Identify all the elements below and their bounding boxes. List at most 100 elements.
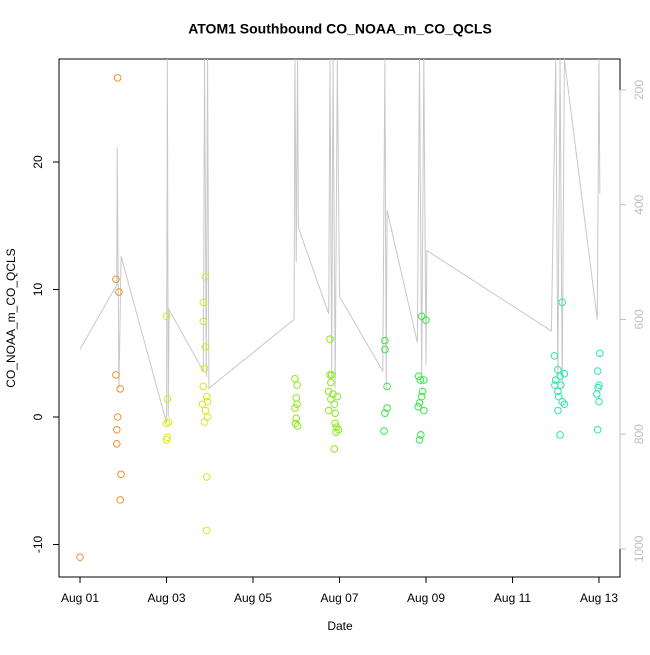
- data-point: [558, 397, 567, 406]
- data-point: [551, 376, 560, 384]
- data-point: [331, 409, 339, 417]
- y-tick-label: 20: [31, 155, 45, 169]
- data-point: [595, 397, 603, 406]
- data-point: [199, 382, 208, 391]
- data-point: [162, 436, 171, 444]
- data-point: [381, 336, 389, 345]
- data-point: [554, 406, 562, 415]
- data-point: [593, 425, 602, 434]
- data-point: [117, 470, 125, 479]
- data-point: [199, 298, 208, 307]
- data-point: [593, 367, 602, 375]
- data-point: [560, 400, 569, 409]
- data-point: [163, 395, 172, 403]
- data-point: [112, 425, 121, 434]
- data-point: [327, 395, 335, 403]
- data-point: [324, 387, 333, 396]
- data-point: [415, 399, 424, 407]
- data-point: [201, 272, 210, 281]
- y-tick-label: 0: [31, 413, 45, 420]
- data-point: [113, 74, 122, 82]
- data-point: [381, 345, 389, 354]
- data-point: [113, 413, 122, 421]
- data-point: [324, 406, 333, 415]
- data-point: [593, 390, 601, 398]
- data-point: [556, 372, 564, 381]
- y2-tick-label: 800: [632, 424, 646, 444]
- data-point: [327, 378, 335, 387]
- data-point: [415, 436, 424, 444]
- data-point: [76, 553, 84, 562]
- data-point: [202, 473, 211, 481]
- x-tick-label: Aug 03: [147, 591, 185, 605]
- data-point: [383, 404, 391, 412]
- data-point: [326, 335, 334, 344]
- data-point: [200, 418, 209, 426]
- data-point: [329, 390, 337, 398]
- data-point: [558, 298, 567, 307]
- data-point: [556, 431, 564, 439]
- x-tick-label: Aug 01: [61, 591, 99, 605]
- data-point: [164, 418, 173, 426]
- data-point: [554, 392, 563, 401]
- x-tick-label: Aug 09: [407, 591, 445, 605]
- data-point: [417, 312, 426, 321]
- data-point: [417, 431, 425, 439]
- data-point: [293, 400, 301, 409]
- data-point: [330, 400, 339, 409]
- x-tick-label: Aug 11: [494, 591, 531, 605]
- data-point: [162, 419, 171, 428]
- data-point: [115, 288, 123, 296]
- data-point: [201, 343, 210, 351]
- data-point: [332, 423, 341, 431]
- pressure-line: [79, 58, 601, 423]
- data-point: [116, 385, 125, 393]
- chart-title: ATOM1 Southbound CO_NOAA_m_CO_QCLS: [188, 21, 492, 37]
- data-point: [198, 400, 207, 409]
- data-point: [116, 496, 125, 504]
- data-point: [422, 316, 430, 324]
- data-point: [199, 317, 208, 326]
- data-point: [420, 376, 428, 384]
- y2-tick-label: 600: [632, 309, 646, 329]
- data-point: [332, 428, 340, 437]
- data-point: [418, 387, 427, 396]
- data-point: [330, 445, 339, 453]
- data-point: [200, 364, 209, 373]
- data-point: [162, 312, 171, 321]
- x-tick-label: Aug 05: [234, 591, 272, 605]
- data-point: [112, 371, 120, 379]
- data-point: [112, 275, 120, 284]
- data-point: [560, 369, 569, 378]
- y2-tick-label: 1000: [632, 535, 646, 562]
- data-point: [383, 382, 391, 391]
- data-point: [380, 427, 388, 435]
- data-point: [596, 349, 604, 358]
- data-point: [557, 381, 565, 389]
- y-tick-label: -10: [31, 535, 45, 553]
- data-point: [202, 392, 211, 401]
- data-point: [327, 371, 336, 379]
- y2-tick-label: 400: [632, 194, 646, 214]
- data-point: [202, 526, 211, 535]
- y-tick-label: 10: [31, 283, 45, 297]
- data-point: [334, 425, 343, 434]
- data-point: [416, 376, 425, 384]
- data-point: [551, 381, 559, 389]
- data-point: [291, 404, 299, 412]
- data-point: [414, 372, 423, 381]
- data-point: [293, 381, 301, 389]
- y-axis-label: CO_NOAA_m_CO_QCLS: [4, 248, 18, 387]
- data-point: [291, 419, 300, 428]
- data-point: [554, 387, 562, 396]
- x-axis-label: Date: [327, 619, 353, 633]
- data-point: [414, 402, 423, 411]
- x-tick-label: Aug 07: [320, 591, 358, 605]
- data-point: [112, 439, 121, 448]
- data-point: [292, 414, 301, 423]
- data-point: [550, 352, 559, 360]
- x-tick-label: Aug 13: [580, 591, 618, 605]
